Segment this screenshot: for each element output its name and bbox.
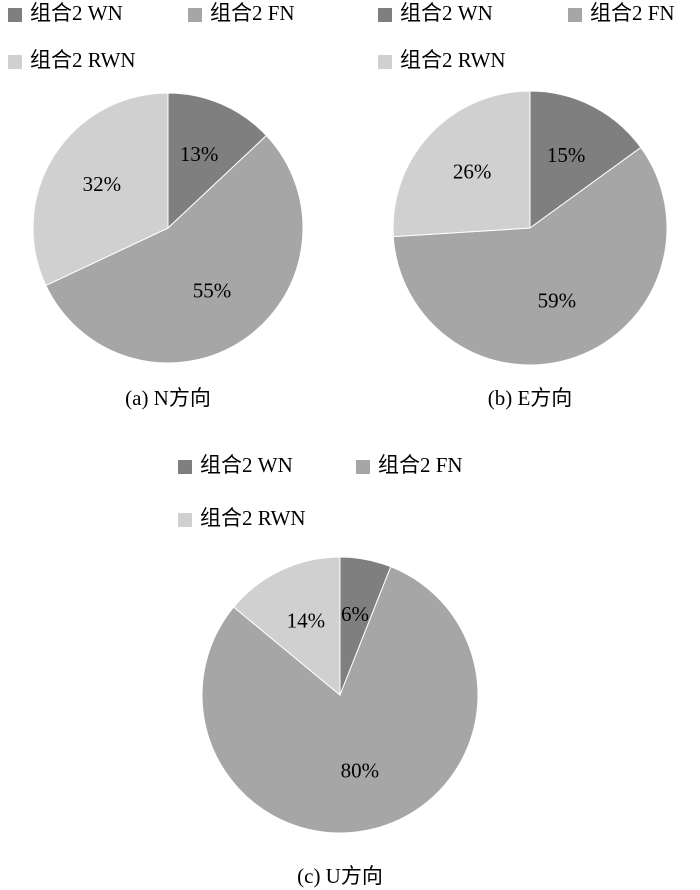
legend-swatch <box>378 55 392 69</box>
pie-slice <box>32 92 169 287</box>
legend-swatch <box>356 460 370 474</box>
pie-slice <box>201 566 479 834</box>
legend-label: 组合2 FN <box>378 453 463 477</box>
slice-label: 14% <box>287 608 326 632</box>
slice-label: 32% <box>83 172 122 196</box>
legend-label: 组合2 WN <box>400 1 493 25</box>
legend-label: 组合2 FN <box>590 1 675 25</box>
slice-label: 6% <box>341 602 369 626</box>
slice-label: 80% <box>341 758 380 782</box>
legend-swatch <box>178 460 192 474</box>
legend-label: 组合2 RWN <box>200 506 306 530</box>
pie-slice <box>167 92 268 230</box>
legend-label: 组合2 RWN <box>30 48 136 72</box>
slice-label: 59% <box>538 289 577 313</box>
legend-swatch <box>188 8 202 22</box>
pie-slice <box>529 90 642 229</box>
legend-swatch <box>8 55 22 69</box>
pie-slice <box>392 146 668 366</box>
legend-label: 组合2 WN <box>30 1 123 25</box>
pie-slice <box>392 90 531 238</box>
caption: (c) U方向 <box>297 864 383 888</box>
slice-label: 55% <box>193 279 232 303</box>
caption: (a) N方向 <box>125 386 211 410</box>
legend-label: 组合2 RWN <box>400 48 506 72</box>
legend-label: 组合2 WN <box>200 453 293 477</box>
legend-swatch <box>8 8 22 22</box>
legend-swatch <box>568 8 582 22</box>
legend-swatch <box>178 513 192 527</box>
caption: (b) E方向 <box>488 386 573 410</box>
pie-slice <box>232 556 341 697</box>
legend-label: 组合2 FN <box>210 1 295 25</box>
legend-swatch <box>378 8 392 22</box>
pie-slice <box>45 134 304 364</box>
slice-label: 13% <box>180 142 219 166</box>
slice-label: 15% <box>547 143 586 167</box>
slice-label: 26% <box>453 159 492 183</box>
